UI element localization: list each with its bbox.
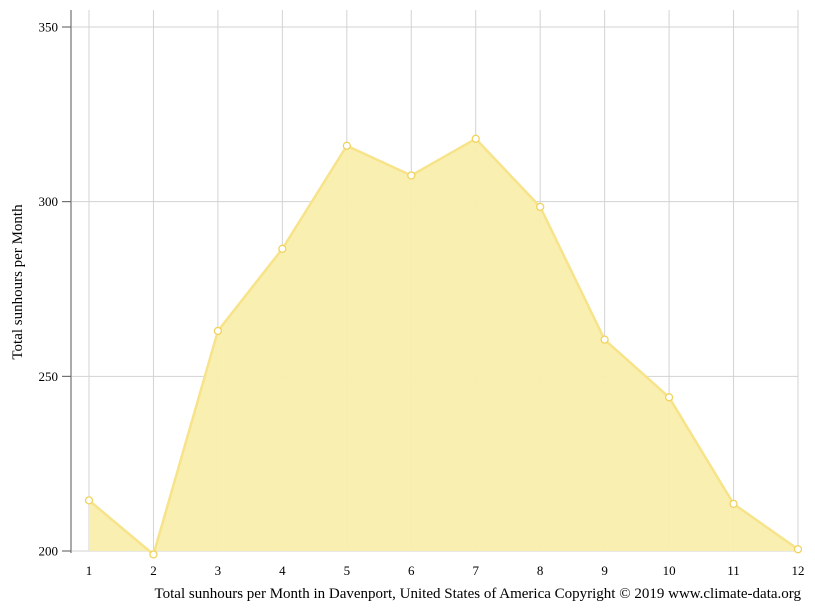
data-points (84, 134, 803, 559)
x-tick-label: 2 (150, 563, 157, 578)
data-point (729, 499, 738, 508)
y-axis-ticks: 200 250 300 350 (39, 20, 71, 559)
x-tick-label: 7 (472, 563, 479, 578)
x-tick-label: 12 (792, 563, 805, 578)
x-tick-label: 4 (279, 563, 286, 578)
x-tick-label: 8 (537, 563, 544, 578)
data-point (793, 545, 803, 554)
x-tick-label: 5 (344, 563, 351, 578)
x-tick-label: 3 (215, 563, 222, 578)
sunhours-area (89, 138, 798, 555)
data-point (149, 550, 158, 559)
x-tick-label: 1 (86, 563, 93, 578)
data-point (600, 335, 609, 344)
data-point (213, 326, 223, 336)
data-point (536, 202, 545, 212)
sunhours-line (88, 137, 799, 556)
y-tick-label: 250 (39, 369, 59, 384)
data-point (278, 244, 287, 253)
data-point (407, 171, 416, 180)
chart-caption: Total sunhours per Month in Davenport, U… (155, 586, 802, 602)
y-tick-label: 200 (39, 544, 59, 559)
y-tick-label: 300 (39, 194, 59, 209)
y-tick-label: 350 (39, 20, 59, 35)
data-point (664, 393, 674, 402)
x-tick-label: 11 (727, 563, 740, 578)
data-point (84, 496, 94, 505)
y-axis-title: Total sunhours per Month (10, 204, 26, 360)
data-point (471, 134, 480, 143)
x-tick-label: 9 (601, 563, 608, 578)
x-axis-ticks: 1 2 3 4 5 6 7 8 9 10 11 12 (86, 563, 805, 578)
data-point (342, 141, 351, 150)
x-tick-label: 6 (408, 563, 415, 578)
x-tick-label: 10 (663, 563, 676, 578)
